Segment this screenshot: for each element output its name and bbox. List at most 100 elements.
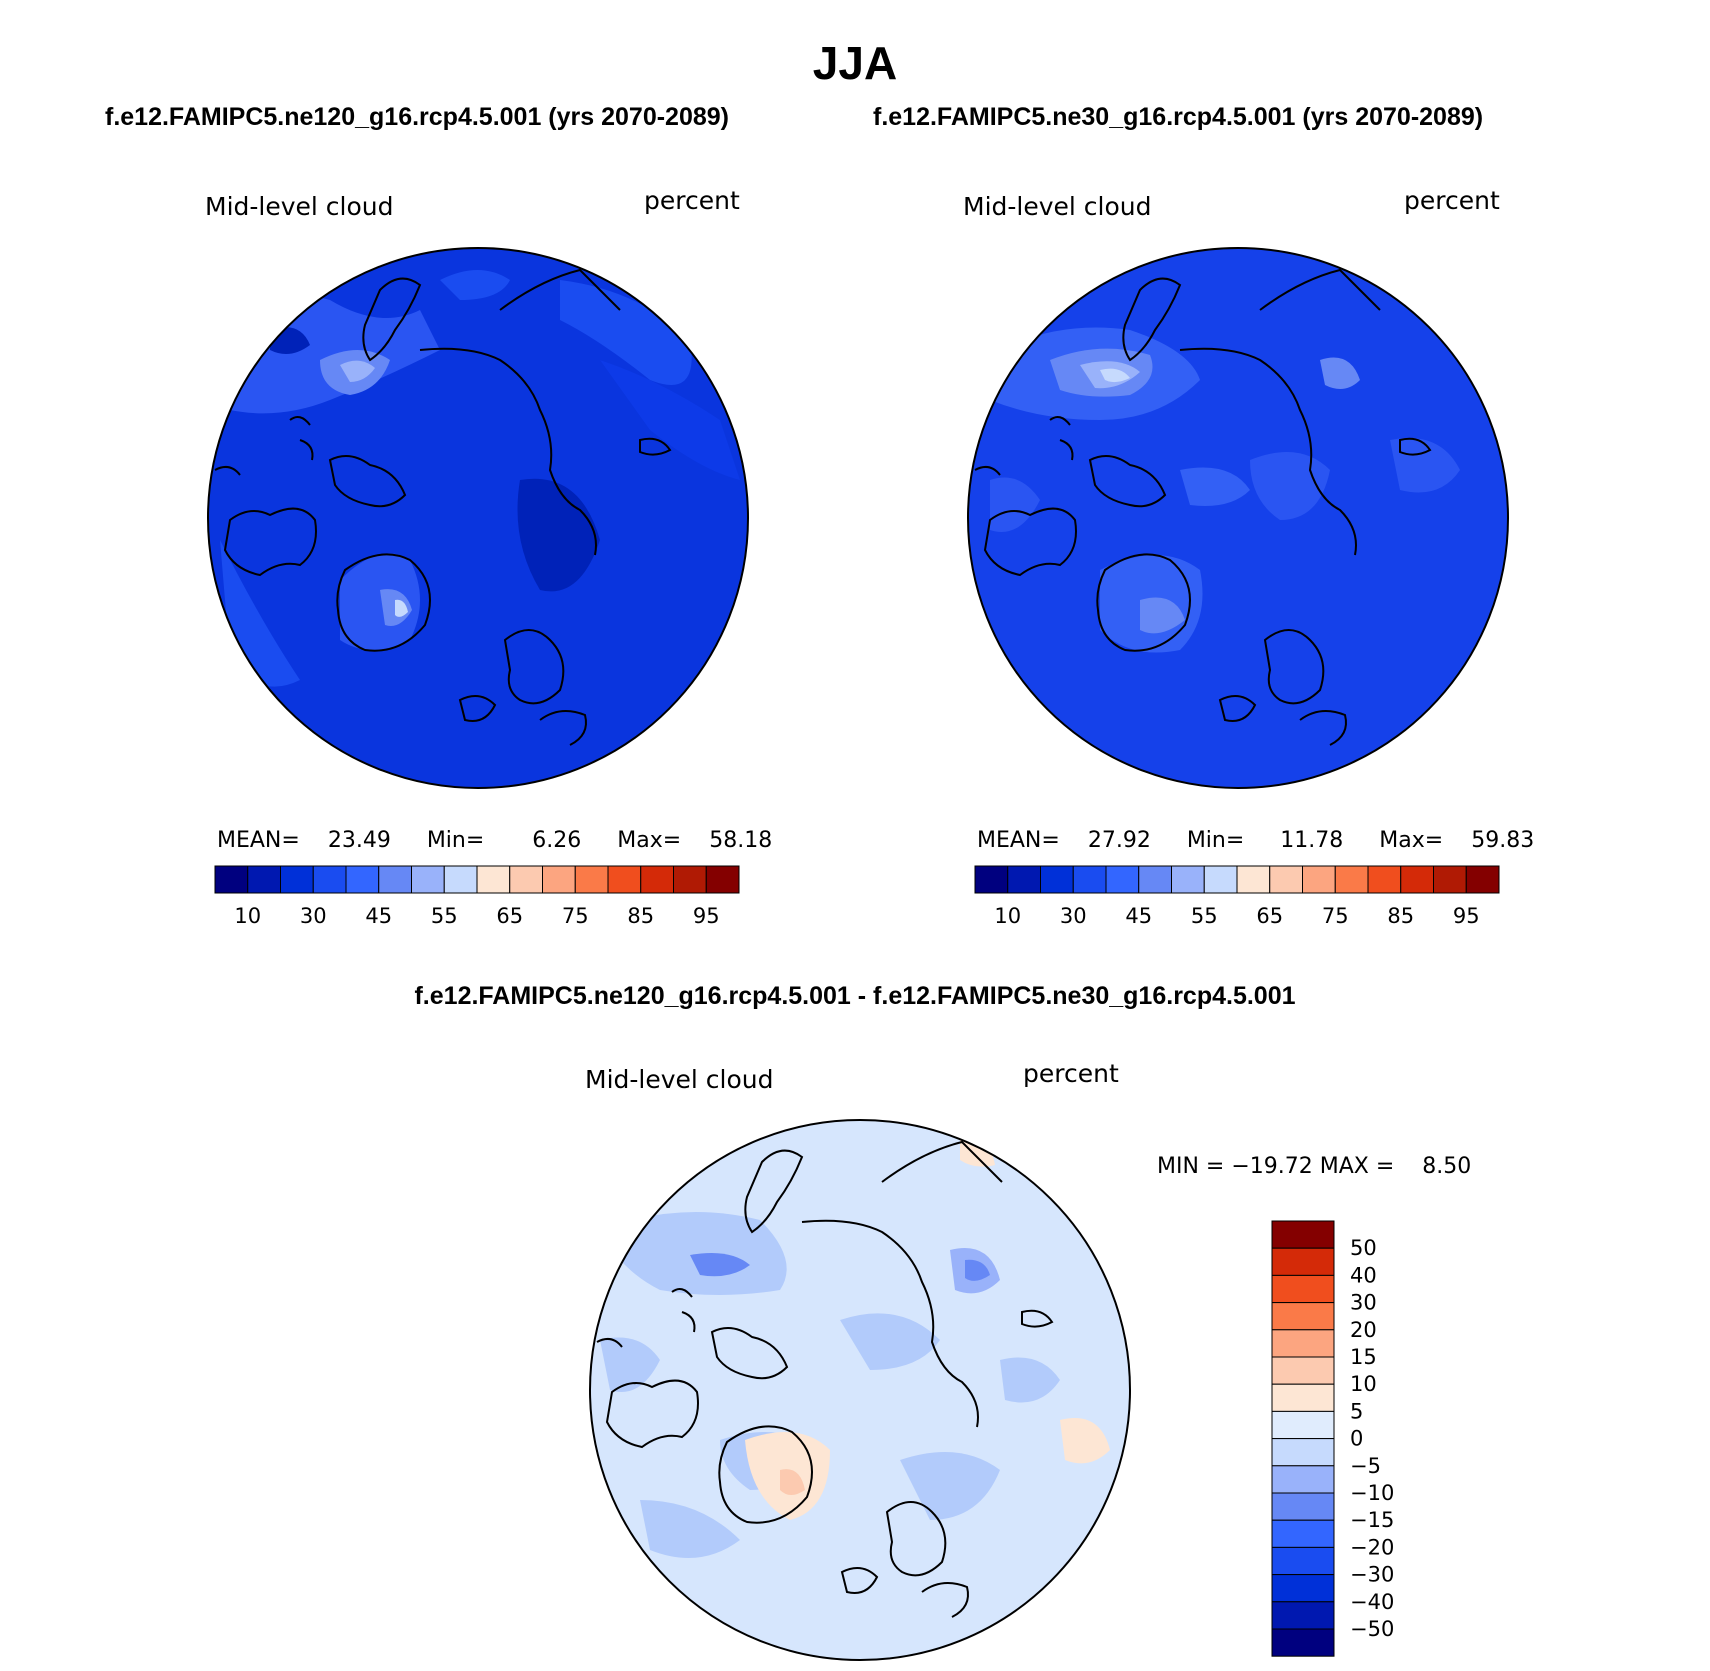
left-variable-label: Mid-level cloud	[205, 192, 394, 221]
left-colorbar-box	[542, 865, 576, 894]
right-colorbar-box	[1072, 865, 1107, 894]
right-units-label: percent	[1404, 186, 1500, 215]
left-colorbar-box	[509, 865, 543, 894]
diff-map-field	[590, 1120, 1130, 1660]
right-colorbar-tick-label: 85	[1387, 904, 1414, 928]
left-map-coastlines	[214, 268, 672, 746]
left-colorbar-box	[378, 865, 412, 894]
diff-colorbar-tick-label: −30	[1350, 1563, 1394, 1587]
diff-colorbar-box	[1271, 1329, 1335, 1358]
diff-colorbar-box	[1271, 1574, 1335, 1603]
diff-title: f.e12.FAMIPC5.ne120_g16.rcp4.5.001 - f.e…	[414, 982, 1296, 1010]
right-map-field	[968, 248, 1508, 788]
left-colorbar-tick-label: 55	[431, 904, 458, 928]
right-min-label: Min=	[1186, 828, 1245, 853]
diff-colorbar-box	[1271, 1465, 1335, 1494]
right-colorbar-box	[1171, 865, 1205, 894]
diff-colorbar-box	[1271, 1410, 1335, 1440]
right-colorbar-box	[1367, 865, 1402, 894]
left-colorbar-box	[345, 865, 380, 894]
left-colorbar-box	[312, 865, 347, 894]
right-min-value: 11.78	[1280, 828, 1344, 853]
diff-colorbar-box	[1271, 1274, 1335, 1304]
diff-colorbar-tick-label: 5	[1350, 1399, 1363, 1423]
left-mean-label: MEAN=	[217, 828, 300, 853]
page-title: JJA	[812, 37, 898, 89]
diff-colorbar-tick-label: −5	[1350, 1454, 1381, 1478]
diff-colorbar-tick-label: 15	[1350, 1345, 1377, 1369]
left-colorbar: 10 30 45 55 65 75 85 95	[214, 865, 740, 928]
right-colorbar-box	[1269, 865, 1303, 894]
right-map-coastlines	[974, 268, 1432, 746]
left-stats: MEAN= 23.49 Min= 6.26 Max= 58.18	[217, 828, 772, 853]
diff-colorbar-tick-label: 20	[1350, 1318, 1377, 1342]
right-case-title: f.e12.FAMIPC5.ne30_g16.rcp4.5.001 (yrs 2…	[873, 103, 1484, 131]
left-colorbar-tick-label: 75	[562, 904, 589, 928]
diff-colorbar-tick-label: 50	[1350, 1236, 1377, 1260]
diff-colorbar-box	[1271, 1519, 1335, 1548]
right-colorbar-box	[1105, 865, 1140, 894]
left-colorbar-box	[640, 865, 674, 894]
left-colorbar-tick-label: 45	[365, 904, 392, 928]
diff-colorbar-tick-label: −50	[1350, 1617, 1394, 1641]
left-colorbar-tick-label: 85	[627, 904, 654, 928]
diff-colorbar-tick-label: −40	[1350, 1590, 1394, 1614]
diff-colorbar-tick-label: 0	[1350, 1427, 1363, 1451]
left-colorbar-box	[574, 865, 609, 894]
left-case-title: f.e12.FAMIPC5.ne120_g16.rcp4.5.001 (yrs …	[105, 103, 729, 131]
left-colorbar-box	[214, 865, 249, 894]
right-colorbar-tick-label: 30	[1060, 904, 1087, 928]
right-colorbar-box	[1040, 865, 1074, 894]
diff-colorbar-tick-label: 10	[1350, 1372, 1377, 1396]
left-colorbar-tick-label: 95	[693, 904, 720, 928]
left-min-value: 6.26	[532, 828, 582, 853]
diff-map-coastlines	[596, 1140, 1054, 1618]
right-stats: MEAN= 27.92 Min= 11.78 Max= 59.83	[977, 828, 1534, 853]
diff-units-label: percent	[1023, 1059, 1119, 1088]
left-max-label: Max=	[617, 828, 682, 853]
diff-colorbar-box	[1271, 1220, 1335, 1249]
left-colorbar-box	[411, 865, 445, 894]
right-variable-label: Mid-level cloud	[963, 192, 1152, 221]
diff-colorbar-tick-label: −10	[1350, 1481, 1394, 1505]
right-colorbar-tick-label: 65	[1256, 904, 1283, 928]
left-colorbar-box	[443, 865, 478, 894]
diff-colorbar-tick-label: −20	[1350, 1535, 1394, 1559]
right-colorbar-box	[1203, 865, 1238, 894]
right-colorbar-box	[974, 865, 1009, 894]
right-colorbar-box	[1400, 865, 1434, 894]
right-mean-label: MEAN=	[977, 828, 1060, 853]
diff-colorbar-box	[1271, 1601, 1335, 1630]
diff-colorbar-box	[1271, 1383, 1335, 1412]
diff-colorbar-box	[1271, 1438, 1335, 1467]
right-colorbar-tick-label: 45	[1125, 904, 1152, 928]
diff-colorbar-tick-label: 40	[1350, 1263, 1377, 1287]
right-colorbar-box	[1007, 865, 1041, 894]
right-max-label: Max=	[1379, 828, 1444, 853]
right-colorbar-box	[1334, 865, 1369, 894]
right-colorbar-tick-label: 55	[1191, 904, 1218, 928]
left-colorbar-tick-label: 30	[300, 904, 327, 928]
left-min-label: Min=	[426, 828, 485, 853]
right-colorbar-box	[1236, 865, 1271, 894]
left-colorbar-box	[705, 865, 740, 894]
diff-variable-label: Mid-level cloud	[585, 1065, 774, 1094]
left-mean-value: 23.49	[327, 828, 391, 853]
right-colorbar-box	[1465, 865, 1500, 894]
left-colorbar-box	[247, 865, 281, 894]
right-colorbar-tick-label: 10	[994, 904, 1021, 928]
diff-stats: MIN = −19.72 MAX = 8.50	[1157, 1154, 1472, 1179]
diff-colorbar-box	[1271, 1492, 1335, 1521]
right-colorbar: 10 30 45 55 65 75 85 95	[974, 865, 1500, 928]
left-colorbar-box	[476, 865, 511, 894]
right-mean-value: 27.92	[1087, 828, 1151, 853]
diff-colorbar-box	[1271, 1302, 1335, 1331]
right-colorbar-box	[1302, 865, 1336, 894]
left-colorbar-box	[280, 865, 314, 894]
left-colorbar-tick-label: 10	[234, 904, 261, 928]
right-colorbar-tick-label: 95	[1453, 904, 1480, 928]
right-colorbar-tick-label: 75	[1322, 904, 1349, 928]
diff-colorbar-box	[1271, 1628, 1335, 1657]
left-units-label: percent	[644, 186, 740, 215]
